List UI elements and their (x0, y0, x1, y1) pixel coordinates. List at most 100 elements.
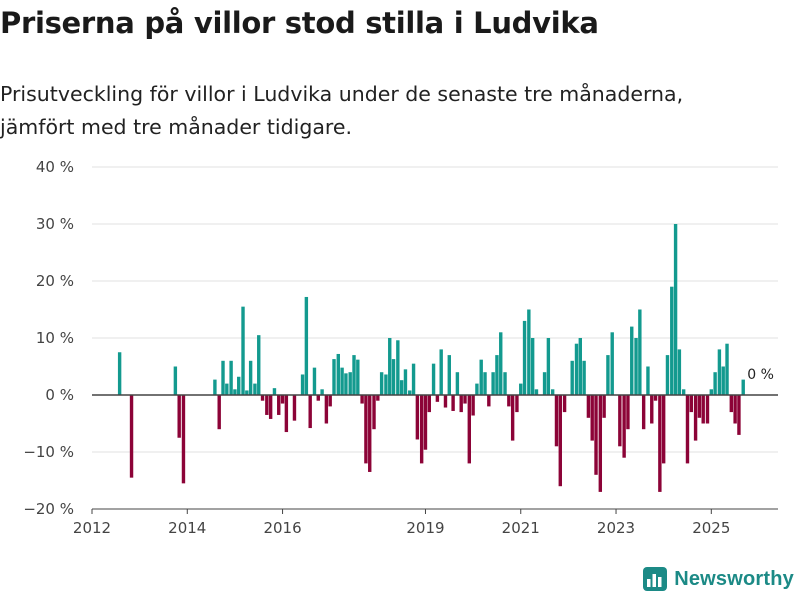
bar (558, 395, 562, 487)
bar (265, 395, 269, 415)
bar (499, 332, 503, 395)
bar (372, 395, 376, 430)
bar (562, 395, 567, 413)
chart-subtitle: Prisutveckling för villor i Ludvika unde… (0, 82, 684, 139)
bar (233, 389, 237, 395)
bar (594, 395, 598, 475)
bar (527, 309, 531, 395)
bar (225, 383, 229, 395)
bar (483, 372, 487, 395)
bar (181, 395, 186, 484)
bar (677, 349, 682, 395)
bar (622, 395, 626, 458)
bar (332, 359, 336, 395)
bar (602, 395, 606, 418)
bar (574, 343, 579, 395)
bar (364, 395, 368, 464)
bar (292, 395, 297, 421)
bar (550, 389, 555, 395)
bar (534, 389, 539, 395)
bar (626, 395, 630, 430)
bar (693, 395, 698, 441)
bar (670, 286, 674, 395)
bar (701, 395, 705, 424)
bar (129, 395, 134, 478)
bar (717, 349, 722, 395)
bar (530, 338, 535, 395)
bar (443, 395, 448, 408)
bar (340, 367, 344, 395)
bar (610, 332, 614, 395)
bar (495, 355, 499, 395)
y-tick-label: 40 % (36, 158, 74, 176)
bar (368, 395, 372, 472)
bar (646, 366, 650, 395)
bar (709, 389, 714, 395)
bars (117, 224, 745, 492)
bar (638, 309, 642, 395)
bar (376, 395, 380, 401)
bar (277, 395, 281, 415)
bar (590, 395, 594, 441)
bar (403, 369, 408, 395)
bar (221, 360, 225, 395)
bar (634, 338, 638, 395)
bar (117, 352, 122, 395)
bar (582, 360, 586, 395)
bar (280, 395, 285, 404)
bar (463, 395, 467, 404)
bar (515, 395, 519, 413)
bar (248, 360, 253, 395)
y-tick-label: 0 % (45, 386, 74, 404)
bar (697, 395, 702, 418)
bar (435, 395, 440, 402)
axes (91, 394, 778, 514)
bar (241, 306, 245, 395)
bar (598, 395, 603, 492)
bar (630, 326, 634, 395)
bar (737, 395, 741, 435)
y-tick-label: −10 % (23, 443, 74, 461)
bar (229, 360, 233, 395)
bar (423, 395, 428, 450)
bar (467, 395, 471, 464)
bar (260, 395, 265, 401)
bar (729, 395, 734, 413)
bar (411, 363, 416, 395)
bar (336, 353, 340, 395)
bar (312, 367, 317, 395)
bar (673, 224, 678, 395)
bar (586, 395, 591, 418)
bar (713, 372, 717, 395)
newsworthy-logo-icon (643, 567, 668, 591)
x-tick-label: 2023 (597, 519, 635, 537)
bar (487, 395, 491, 407)
bar (554, 395, 559, 447)
bar (308, 395, 312, 429)
bar (300, 374, 305, 395)
x-tick-label: 2012 (73, 519, 111, 537)
bar (344, 373, 348, 395)
bar (431, 363, 436, 395)
bar (272, 388, 277, 395)
bar (479, 359, 483, 395)
bar (257, 335, 261, 395)
bar (705, 395, 710, 424)
bar (658, 395, 662, 492)
bar (253, 383, 257, 395)
bar (685, 395, 690, 464)
bar (570, 360, 574, 395)
bar (320, 389, 324, 395)
bar (503, 372, 507, 395)
bar (173, 366, 178, 395)
bar (546, 338, 551, 395)
bar (519, 383, 523, 395)
bar (447, 355, 451, 395)
bar (391, 359, 396, 395)
chart-title: Priserna på villor stod stilla i Ludvika (0, 6, 599, 40)
x-tick-label: 2016 (263, 519, 301, 537)
bar (451, 395, 455, 411)
x-tick-label: 2019 (406, 519, 444, 537)
y-tick-label: −20 % (23, 500, 74, 518)
